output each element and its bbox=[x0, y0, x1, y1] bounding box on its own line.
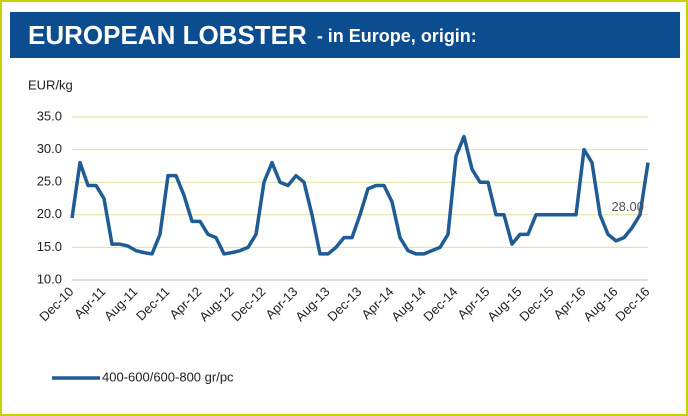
header-bar bbox=[10, 12, 680, 58]
y-tick-label: 20.0 bbox=[37, 206, 62, 221]
y-tick-label: 10.0 bbox=[37, 271, 62, 286]
chart-title: EUROPEAN LOBSTER - in Europe, origin: bbox=[28, 20, 477, 50]
data-label: 28.00 bbox=[611, 199, 644, 214]
y-tick-label: 25.0 bbox=[37, 174, 62, 189]
y-tick-label: 15.0 bbox=[37, 239, 62, 254]
legend-label: 400-600/600-800 gr/pc bbox=[102, 369, 234, 384]
data-line bbox=[70, 134, 650, 256]
y-axis-label: EUR/kg bbox=[28, 77, 73, 92]
y-tick-label: 35.0 bbox=[37, 108, 62, 123]
y-tick-label: 30.0 bbox=[37, 141, 62, 156]
